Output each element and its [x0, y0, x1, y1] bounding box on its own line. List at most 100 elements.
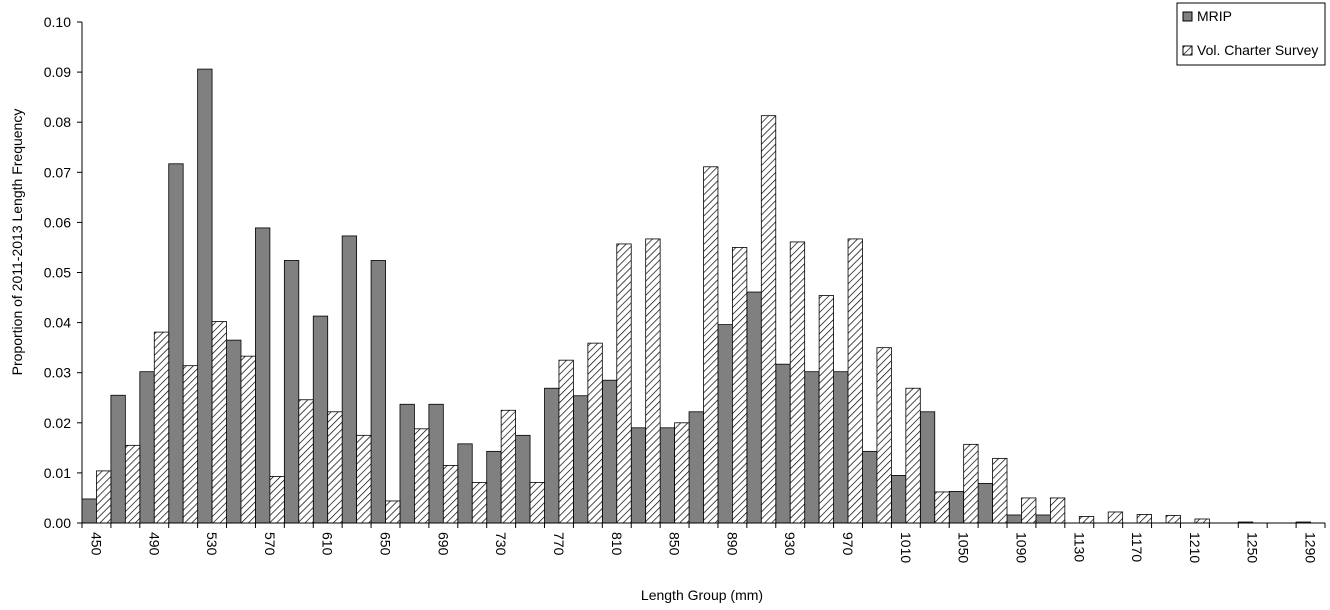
bar-vol-charter-870: [703, 166, 719, 524]
bar-vol-charter-950: [818, 295, 834, 524]
x-tick-label: 570: [262, 532, 278, 556]
bar-vol-charter-770: [558, 359, 574, 524]
bar-mrip-750: [515, 434, 531, 524]
bar-vol-charter-1170: [1136, 514, 1152, 524]
bar-vol-charter-790: [587, 342, 603, 524]
bar-mrip-730: [486, 450, 502, 524]
y-tick-label: 0.05: [44, 265, 71, 281]
bar-vol-charter-570: [269, 476, 285, 524]
bar-mrip-930: [775, 363, 791, 524]
bar-vol-charter-1110: [1049, 497, 1066, 524]
bar-mrip-570: [255, 227, 271, 524]
bar-mrip-610: [312, 315, 329, 524]
bar-vol-charter-890: [732, 247, 748, 524]
bar-mrip-450: [81, 498, 97, 524]
x-tick-label: 810: [609, 532, 625, 556]
x-tick-label: 730: [493, 532, 509, 556]
bar-mrip-870: [688, 411, 704, 524]
bar-mrip-990: [862, 450, 878, 524]
bar-mrip-1050: [948, 491, 965, 524]
legend-swatch-mrip: [1182, 11, 1193, 22]
bar-vol-charter-1010: [905, 387, 921, 524]
bar-mrip-970: [833, 371, 849, 524]
y-tick-label: 0.04: [44, 315, 71, 331]
x-tick-label: 450: [88, 532, 104, 556]
x-tick-label: 1090: [1013, 532, 1029, 563]
x-tick-label: 1010: [898, 532, 914, 563]
x-tick-label: 530: [204, 532, 220, 556]
bar-mrip-790: [573, 395, 589, 524]
y-axis-label: Proportion of 2011-2013 Length Frequency: [9, 109, 25, 376]
bar-mrip-1110: [1035, 514, 1051, 524]
y-tick-label: 0.09: [44, 64, 71, 80]
y-tick-label: 0.02: [44, 415, 71, 431]
bar-mrip-590: [283, 260, 300, 524]
bar-vol-charter-470: [124, 444, 141, 524]
y-tick-label: 0.07: [44, 164, 71, 180]
y-tick-label: 0.03: [44, 365, 71, 381]
bar-vol-charter-490: [153, 331, 170, 524]
bar-mrip-950: [804, 371, 820, 524]
bar-vol-charter-850: [674, 422, 690, 524]
x-axis: 450 490 530 570 610 650 690 730 770 810 850 890 930 9…: [81, 522, 1326, 563]
bar-mrip-650: [370, 260, 386, 524]
x-tick-label: 1170: [1129, 532, 1145, 562]
bar-mrip-1010: [890, 475, 907, 524]
bar-vol-charter-1090: [1021, 497, 1037, 524]
bar-mrip-910: [746, 291, 762, 524]
y-tick-label: 0.00: [44, 515, 71, 531]
bar-vol-charter-670: [414, 428, 430, 524]
y-tick-label: 0.08: [44, 114, 71, 130]
bar-mrip-1090: [1006, 514, 1022, 524]
bar-vol-charter-970: [847, 238, 863, 524]
bar-mrip-1030: [919, 411, 936, 524]
x-tick-label: 1050: [956, 532, 972, 563]
bar-vol-charter-990: [876, 347, 892, 524]
bar-mrip-830: [630, 427, 647, 524]
bar-vol-charter-1190: [1165, 515, 1181, 524]
bar-mrip-470: [110, 394, 126, 524]
bars: [81, 68, 1311, 524]
bar-vol-charter-710: [471, 482, 488, 524]
bar-vol-charter-650: [385, 500, 401, 524]
x-tick-label: 1290: [1303, 532, 1319, 563]
y-tick-label: 0.01: [44, 465, 71, 481]
x-axis-label: Length Group (mm): [641, 587, 763, 603]
x-tick-label: 1130: [1071, 532, 1087, 562]
bar-mrip-1070: [977, 483, 993, 524]
bar-vol-charter-730: [500, 409, 517, 524]
x-tick-label: 930: [782, 532, 798, 556]
legend-label-mrip: MRIP: [1197, 8, 1232, 24]
bar-vol-charter-530: [211, 321, 227, 524]
bar-vol-charter-1070: [992, 457, 1008, 524]
bar-mrip-550: [226, 339, 242, 524]
bar-vol-charter-450: [96, 470, 112, 524]
bar-mrip-530: [197, 68, 213, 524]
bar-vol-charter-830: [645, 238, 661, 524]
bar-vol-charter-750: [529, 482, 545, 524]
y-axis: 0.00 0.01 0.02 0.03 0.04 0.05 0.06 0.07 0.08 0.09…: [44, 14, 83, 531]
bar-vol-charter-1050: [963, 443, 979, 524]
bar-vol-charter-1150: [1107, 511, 1124, 524]
bar-vol-charter-630: [356, 434, 372, 524]
x-tick-label: 1250: [1245, 532, 1261, 563]
x-tick-label: 890: [724, 532, 740, 556]
bar-vol-charter-930: [789, 241, 806, 524]
legend: MRIP Vol. Charter Survey: [1176, 2, 1326, 66]
bar-vol-charter-550: [240, 355, 256, 524]
bar-mrip-890: [717, 324, 733, 524]
y-tick-label: 0.06: [44, 214, 71, 230]
y-tick-label: 0.10: [44, 14, 71, 30]
bar-vol-charter-690: [442, 464, 459, 524]
bar-vol-charter-1210: [1194, 518, 1210, 524]
bar-mrip-690: [428, 403, 444, 524]
bar-mrip-710: [457, 443, 473, 524]
x-tick-label: 690: [435, 532, 451, 556]
bar-vol-charter-610: [327, 411, 343, 524]
bar-mrip-810: [601, 379, 618, 524]
x-tick-label: 1210: [1187, 532, 1203, 563]
legend-label-vol-charter: Vol. Charter Survey: [1197, 42, 1318, 58]
bar-mrip-510: [168, 163, 184, 524]
bar-vol-charter-590: [298, 399, 314, 524]
